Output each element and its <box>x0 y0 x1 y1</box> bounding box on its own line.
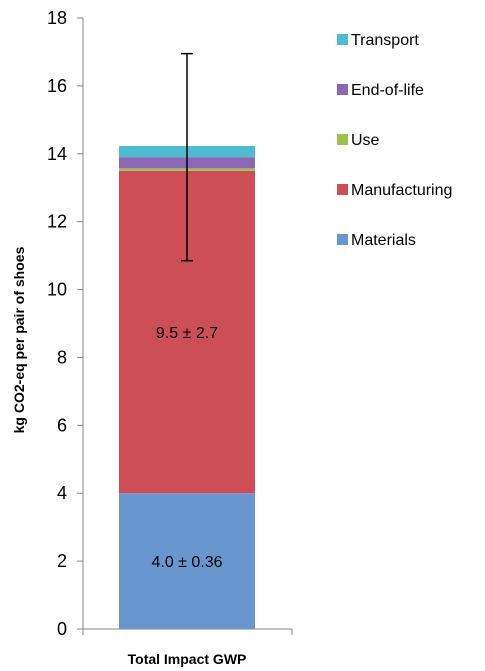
y-tick-label: 6 <box>57 415 67 435</box>
data-labels: 4.0 ± 0.36 9.5 ± 2.7 <box>151 325 222 571</box>
data-label-materials: 4.0 ± 0.36 <box>151 554 222 571</box>
legend: Transport End-of-life Use Manufacturing Mate… <box>337 32 452 249</box>
data-label-manufacturing: 9.5 ± 2.7 <box>156 325 218 342</box>
legend-label-transport: Transport <box>351 32 419 49</box>
legend-swatch-materials <box>337 234 348 245</box>
y-tick-label: 12 <box>47 212 67 232</box>
legend-label-manufacturing: Manufacturing <box>351 182 452 199</box>
x-axis-title: Total Impact GWP <box>128 651 247 667</box>
x-axis <box>82 628 293 635</box>
y-tick-label: 18 <box>47 8 67 28</box>
legend-swatch-manufacturing <box>337 184 348 195</box>
y-tick-label: 10 <box>47 280 67 300</box>
y-tick-label: 8 <box>57 347 67 367</box>
y-tick-label: 0 <box>57 619 67 639</box>
y-tick-label: 16 <box>47 76 67 96</box>
legend-swatch-end-of-life <box>337 84 348 95</box>
y-axis: 0 2 4 6 8 10 12 14 16 18 <box>47 8 84 639</box>
y-tick-label: 2 <box>57 551 67 571</box>
y-tick-label: 14 <box>47 144 67 164</box>
legend-label-end-of-life: End-of-life <box>351 82 424 99</box>
legend-swatch-use <box>337 134 348 145</box>
legend-swatch-transport <box>337 34 348 45</box>
legend-label-materials: Materials <box>351 232 416 249</box>
y-tick-label: 4 <box>57 483 67 503</box>
legend-label-use: Use <box>351 132 380 149</box>
y-axis-title: kg CO2-eq per pair of shoes <box>11 246 27 433</box>
bar-segment-materials <box>119 493 255 629</box>
error-bar <box>181 52 193 262</box>
